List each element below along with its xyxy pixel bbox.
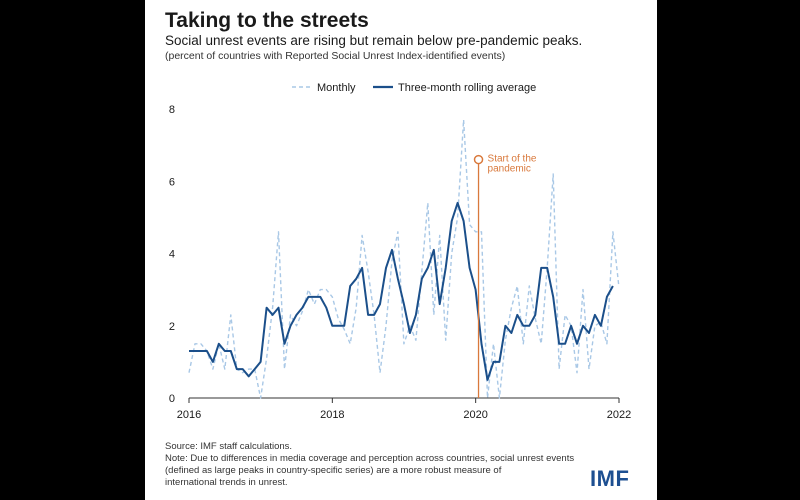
y-tick-label: 6 bbox=[169, 176, 175, 188]
y-tick-label: 8 bbox=[169, 104, 175, 116]
rolling-average-series-line bbox=[189, 201, 614, 381]
x-tick-label: 2018 bbox=[320, 409, 344, 421]
y-tick-label: 2 bbox=[169, 321, 175, 333]
monthly-series-line bbox=[188, 119, 620, 399]
pandemic-annotation-label: Start of the bbox=[488, 154, 537, 165]
note-line-3: international trends in unrest. bbox=[165, 477, 288, 488]
y-tick-label: 0 bbox=[169, 393, 175, 405]
pandemic-annotation-label: pandemic bbox=[488, 164, 531, 175]
x-tick-label: 2016 bbox=[177, 409, 201, 421]
source-notes: Source: IMF staff calculations. Note: Du… bbox=[165, 441, 605, 489]
chart-units-note: (percent of countries with Reported Soci… bbox=[165, 50, 506, 62]
pandemic-marker-dot bbox=[473, 154, 484, 165]
x-tick-label: 2020 bbox=[463, 409, 487, 421]
source-line: Source: IMF staff calculations. bbox=[165, 441, 293, 452]
imf-logo: IMF bbox=[590, 466, 630, 491]
chart-subtitle: Social unrest events are rising but rema… bbox=[165, 33, 583, 48]
legend-label-monthly: Monthly bbox=[317, 82, 356, 94]
x-tick-label: 2022 bbox=[607, 409, 631, 421]
note-line-2: (defined as large peaks in country-speci… bbox=[165, 465, 502, 476]
chart-title: Taking to the streets bbox=[165, 9, 369, 32]
line-chart: 0 2 4 6 8 2016 2018 2020 2022 Start of thepandemi… bbox=[169, 82, 631, 421]
y-tick-label: 4 bbox=[169, 249, 175, 261]
chart-card: Taking to the streets Social unrest even… bbox=[145, 0, 657, 500]
note-line-1: Note: Due to differences in media covera… bbox=[165, 453, 575, 464]
legend-label-rolling-average: Three-month rolling average bbox=[398, 82, 536, 94]
